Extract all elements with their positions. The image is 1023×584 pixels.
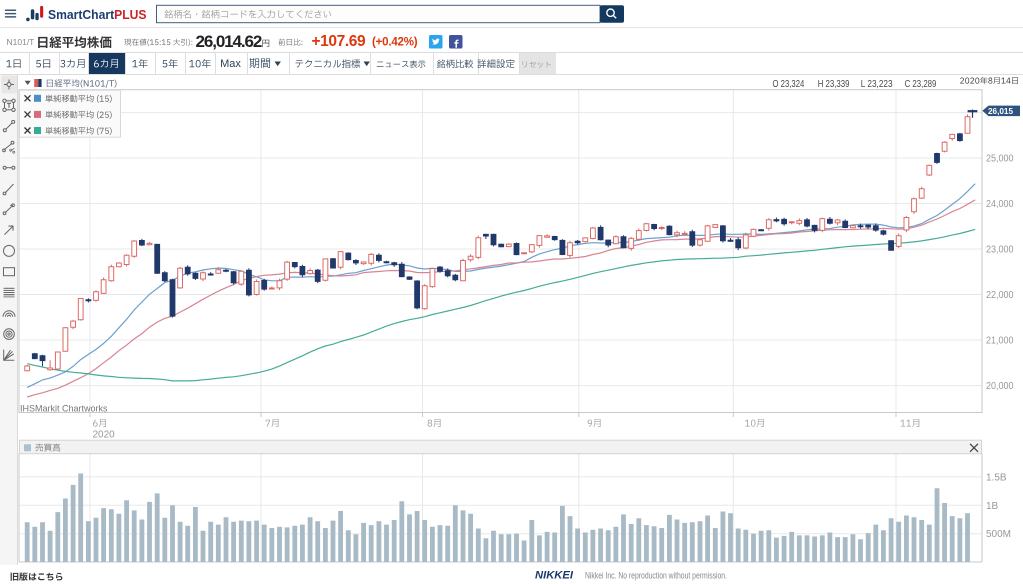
svg-text:500M: 500M <box>986 529 1011 540</box>
svg-text:26,014.62: 26,014.62 <box>196 32 262 51</box>
svg-text:24,000: 24,000 <box>986 199 1014 210</box>
svg-text:20,000: 20,000 <box>986 381 1014 392</box>
svg-text:Max: Max <box>220 58 241 70</box>
svg-text:1B: 1B <box>986 501 999 512</box>
svg-text:O 23,324: O 23,324 <box>773 79 805 90</box>
svg-text:(+0.42%): (+0.42%) <box>372 37 418 49</box>
svg-text:H 23,339: H 23,339 <box>818 79 850 90</box>
svg-text:23,000: 23,000 <box>986 245 1014 256</box>
svg-text:N101/T: N101/T <box>7 37 35 47</box>
svg-text:+107.69: +107.69 <box>312 33 366 50</box>
svg-text:L 23,223: L 23,223 <box>861 79 893 90</box>
svg-text:22,000: 22,000 <box>986 290 1014 301</box>
svg-text:26,015: 26,015 <box>988 107 1013 116</box>
svg-text:2020: 2020 <box>93 430 116 441</box>
svg-text:C 23,289: C 23,289 <box>905 79 937 90</box>
svg-text:IHSMarkit Chartworks: IHSMarkit Chartworks <box>20 404 108 414</box>
svg-text:1.5B: 1.5B <box>986 472 1007 483</box>
svg-text:Nikkei Inc. No reproduction wi: Nikkei Inc. No reproduction without perm… <box>585 571 727 581</box>
svg-text:NIKKEI: NIKKEI <box>535 570 574 582</box>
svg-text:21,000: 21,000 <box>986 336 1014 347</box>
svg-text:SmartChartPLUS: SmartChartPLUS <box>48 7 147 22</box>
svg-text:25,000: 25,000 <box>986 154 1014 165</box>
